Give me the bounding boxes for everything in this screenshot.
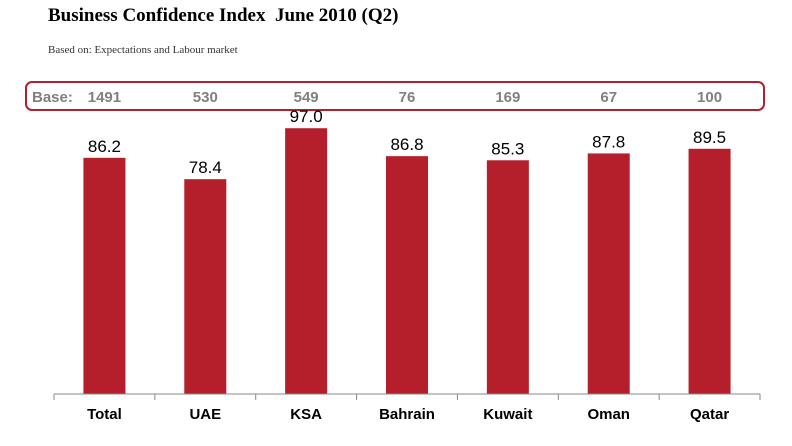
bar-kuwait — [486, 160, 529, 394]
category-labels-group: Total UAE KSA Bahrain Kuwait Oman Qatar — [87, 406, 729, 423]
bar-ksa — [285, 128, 328, 394]
base-label: Base: — [32, 89, 73, 106]
category-label-kuwait: Kuwait — [483, 406, 532, 423]
base-value-uae: 530 — [192, 89, 218, 106]
value-labels-group: 86.2 78.4 97.0 86.8 85.3 87.8 89.5 — [88, 107, 726, 177]
x-axis-ticks — [53, 394, 761, 400]
value-label-uae: 78.4 — [189, 158, 222, 177]
value-label-total: 86.2 — [88, 137, 121, 156]
category-label-ksa: KSA — [290, 406, 322, 423]
base-box — [25, 81, 765, 111]
value-label-oman: 87.8 — [592, 132, 625, 151]
base-value-total: 1491 — [87, 89, 122, 106]
base-value-qatar: 100 — [697, 89, 723, 106]
bar-oman — [587, 153, 630, 394]
bar-qatar — [688, 148, 731, 394]
bar-total — [83, 157, 126, 394]
category-label-total: Total — [87, 406, 122, 423]
category-label-bahrain: Bahrain — [379, 406, 435, 423]
value-label-bahrain: 86.8 — [390, 135, 423, 154]
value-label-kuwait: 85.3 — [491, 139, 524, 158]
category-label-uae: UAE — [189, 406, 221, 423]
category-label-oman: Oman — [587, 406, 630, 423]
base-value-kuwait: 169 — [495, 89, 521, 106]
bar-uae — [184, 179, 227, 394]
chart-subtitle: Based on: Expectations and Labour market — [48, 44, 238, 56]
base-value-ksa: 549 — [293, 89, 319, 106]
category-label-qatar: Qatar — [690, 406, 729, 423]
base-value-oman: 67 — [600, 89, 618, 106]
value-label-qatar: 89.5 — [693, 128, 726, 147]
value-label-ksa: 97.0 — [290, 107, 323, 126]
bars-group — [83, 128, 731, 394]
chart-title: Business Confidence Index June 2010 (Q2) — [48, 5, 399, 26]
base-value-bahrain: 76 — [398, 89, 416, 106]
bar-bahrain — [386, 156, 428, 394]
